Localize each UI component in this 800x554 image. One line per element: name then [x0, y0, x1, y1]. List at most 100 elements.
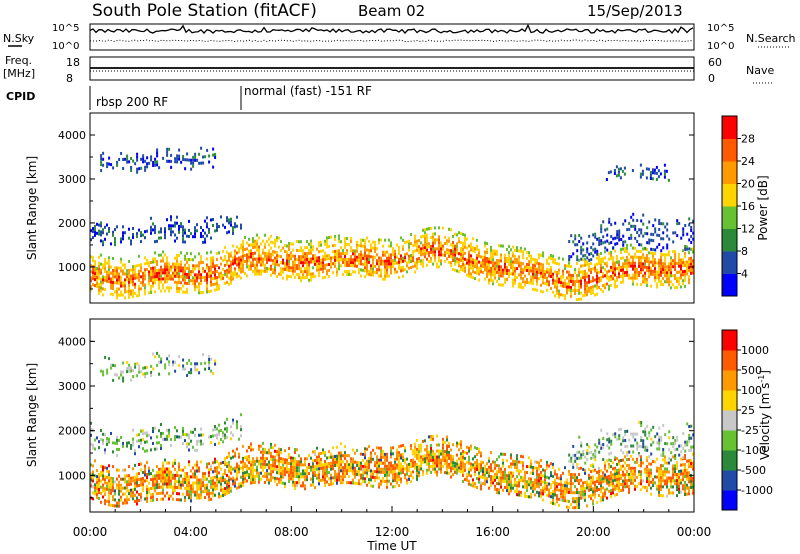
echo-cell — [380, 467, 382, 471]
echo-cell — [580, 285, 582, 289]
echo-cell — [386, 458, 388, 462]
echo-cell — [242, 471, 244, 475]
echo-cell — [206, 477, 208, 481]
echo-cell — [366, 248, 368, 252]
echo-cell — [558, 476, 560, 480]
echo-cell — [644, 256, 646, 260]
echo-cell — [372, 484, 374, 488]
echo-cell — [98, 223, 100, 227]
echo-cell — [224, 281, 226, 285]
echo-cell — [360, 464, 362, 468]
echo-cell — [576, 503, 578, 507]
echo-cell — [516, 487, 518, 491]
echo-cell — [328, 236, 330, 239]
echo-cell — [338, 240, 340, 244]
echo-cell — [328, 257, 330, 260]
echo-cell — [244, 465, 246, 469]
echo-cell — [298, 481, 300, 485]
echo-cell — [250, 478, 252, 482]
echo-cell — [242, 462, 244, 466]
echo-cell — [326, 236, 328, 240]
echo-cell — [340, 460, 342, 464]
echo-cell — [134, 487, 136, 491]
echo-cell — [628, 236, 631, 240]
echo-cell — [346, 460, 348, 464]
echo-cell — [572, 473, 574, 477]
echo-cell — [302, 273, 304, 277]
echo-cell — [552, 480, 554, 484]
echo-cell — [214, 273, 216, 277]
echo-cell — [442, 464, 444, 468]
echo-cell — [216, 487, 218, 491]
echo-cell — [666, 280, 668, 284]
echo-cell — [372, 273, 374, 277]
echo-cell — [358, 268, 360, 272]
echo-cell — [494, 466, 496, 470]
echo-cell — [188, 481, 190, 485]
freq-tick-low: 8 — [66, 72, 73, 85]
echo-cell — [186, 152, 189, 156]
echo-cell — [582, 273, 584, 277]
echo-cell — [484, 277, 486, 281]
echo-cell — [484, 256, 486, 260]
echo-cell — [286, 256, 288, 260]
echo-cell — [132, 274, 134, 278]
echo-cell — [646, 226, 649, 230]
echo-cell — [154, 257, 156, 261]
echo-cell — [228, 451, 230, 455]
echo-cell — [492, 279, 494, 283]
echo-cell — [106, 270, 108, 274]
echo-cell — [416, 248, 418, 252]
echo-cell — [666, 271, 668, 275]
echo-cell — [360, 253, 362, 257]
echo-cell — [406, 457, 408, 461]
echo-cell — [316, 446, 318, 450]
echo-cell — [150, 496, 152, 500]
echo-cell — [344, 264, 346, 267]
echo-cell — [582, 487, 584, 491]
echo-cell — [268, 463, 270, 467]
echo-cell — [134, 291, 136, 295]
echo-cell — [324, 266, 326, 270]
echo-cell — [254, 257, 256, 261]
echo-cell — [602, 220, 605, 224]
echo-cell — [150, 228, 152, 232]
echo-cell — [220, 274, 222, 278]
echo-cell — [196, 264, 198, 268]
echo-cell — [174, 482, 176, 486]
echo-cell — [106, 466, 108, 470]
echo-cell — [520, 493, 522, 497]
echo-cell — [578, 506, 580, 509]
echo-cell — [641, 169, 644, 173]
echo-cell — [490, 278, 492, 282]
echo-cell — [606, 233, 609, 237]
echo-cell — [266, 270, 268, 273]
echo-cell — [562, 293, 564, 297]
echo-cell — [462, 265, 464, 269]
echo-cell — [508, 257, 510, 261]
echo-cell — [170, 233, 172, 237]
echo-cell — [90, 475, 92, 479]
echo-cell — [612, 268, 614, 272]
echo-cell — [608, 284, 610, 288]
echo-cell — [562, 483, 564, 487]
echo-cell — [122, 237, 124, 241]
echo-cell — [240, 243, 242, 247]
echo-cell — [568, 505, 570, 509]
echo-cell — [202, 481, 204, 485]
echo-cell — [606, 239, 609, 243]
echo-cell — [228, 230, 230, 234]
echo-cell — [452, 241, 454, 244]
echo-cell — [360, 244, 362, 248]
echo-cell — [686, 232, 689, 236]
echo-cell — [346, 261, 348, 264]
echo-cell — [508, 492, 510, 496]
echo-cell — [518, 261, 520, 265]
echo-cell — [672, 231, 675, 235]
echo-cell — [530, 278, 532, 282]
echo-cell — [670, 256, 672, 260]
echo-cell — [676, 276, 678, 280]
echo-cell — [186, 472, 188, 476]
echo-cell — [266, 267, 268, 270]
echo-cell — [512, 266, 514, 270]
